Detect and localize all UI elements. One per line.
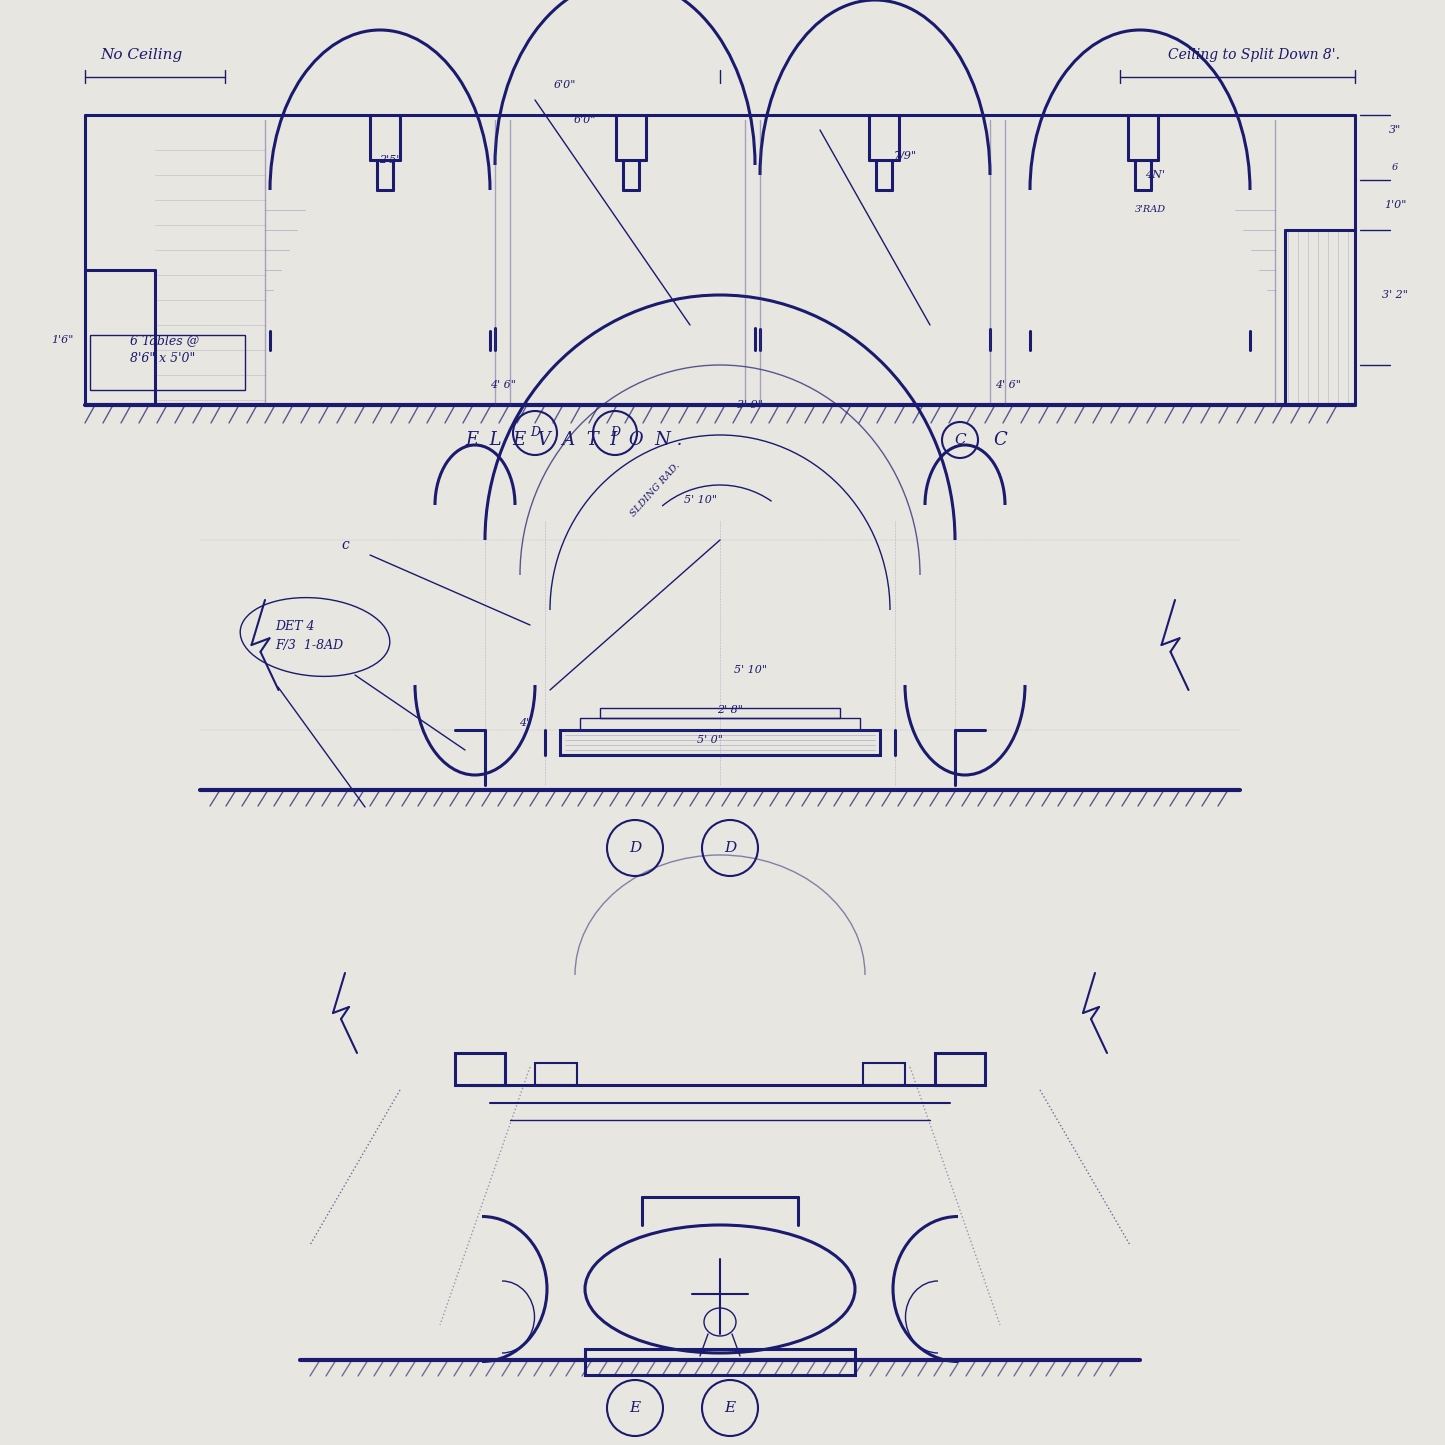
Text: No Ceiling: No Ceiling <box>100 48 182 62</box>
Text: 6'0": 6'0" <box>574 116 597 126</box>
Text: 4N': 4N' <box>1144 171 1165 181</box>
Text: c: c <box>341 538 348 552</box>
Text: 3": 3" <box>1389 126 1402 134</box>
Text: 6'0": 6'0" <box>553 79 577 90</box>
Text: SLDING RAD.: SLDING RAD. <box>629 461 682 519</box>
Text: E  L  E  V  A  T  I  O  N .: E L E V A T I O N . <box>465 431 695 449</box>
Bar <box>90 335 246 390</box>
Text: 5' 10": 5' 10" <box>734 665 766 675</box>
Text: 6 Tables @
8'6" x 5'0": 6 Tables @ 8'6" x 5'0" <box>130 334 199 366</box>
Bar <box>579 718 860 730</box>
Text: 4' 6": 4' 6" <box>490 380 516 390</box>
Bar <box>561 730 880 754</box>
Bar <box>535 1064 577 1085</box>
Text: E: E <box>724 1402 736 1415</box>
Text: C: C <box>993 431 1007 449</box>
Text: 7/9": 7/9" <box>893 150 916 160</box>
Bar <box>600 708 840 718</box>
Text: 5' 10": 5' 10" <box>683 496 717 504</box>
Bar <box>935 1053 985 1085</box>
Text: 1'0": 1'0" <box>1384 199 1406 210</box>
Text: Ceiling to Split Down 8'.: Ceiling to Split Down 8'. <box>1168 48 1340 62</box>
Text: 3'RAD: 3'RAD <box>1134 205 1166 214</box>
Text: 4": 4" <box>519 718 532 728</box>
Text: 6: 6 <box>1392 162 1399 172</box>
Text: 5' 0": 5' 0" <box>696 736 722 746</box>
Bar <box>585 1350 855 1376</box>
Text: C: C <box>954 434 965 447</box>
Text: D: D <box>724 841 736 855</box>
Text: 3' 2": 3' 2" <box>1381 290 1407 301</box>
Text: 2'5": 2'5" <box>379 155 402 165</box>
Bar <box>863 1064 905 1085</box>
Bar <box>455 1053 504 1085</box>
Text: E: E <box>630 1402 640 1415</box>
Text: D: D <box>629 841 642 855</box>
Text: DET 4
F/3  1-8AD: DET 4 F/3 1-8AD <box>275 620 342 652</box>
Text: 2' 8": 2' 8" <box>717 705 743 715</box>
Text: 3' 9": 3' 9" <box>737 400 763 410</box>
Text: D: D <box>610 426 620 439</box>
Text: 1'6": 1'6" <box>51 335 74 345</box>
Text: 4' 6": 4' 6" <box>994 380 1020 390</box>
Text: D: D <box>530 426 540 439</box>
